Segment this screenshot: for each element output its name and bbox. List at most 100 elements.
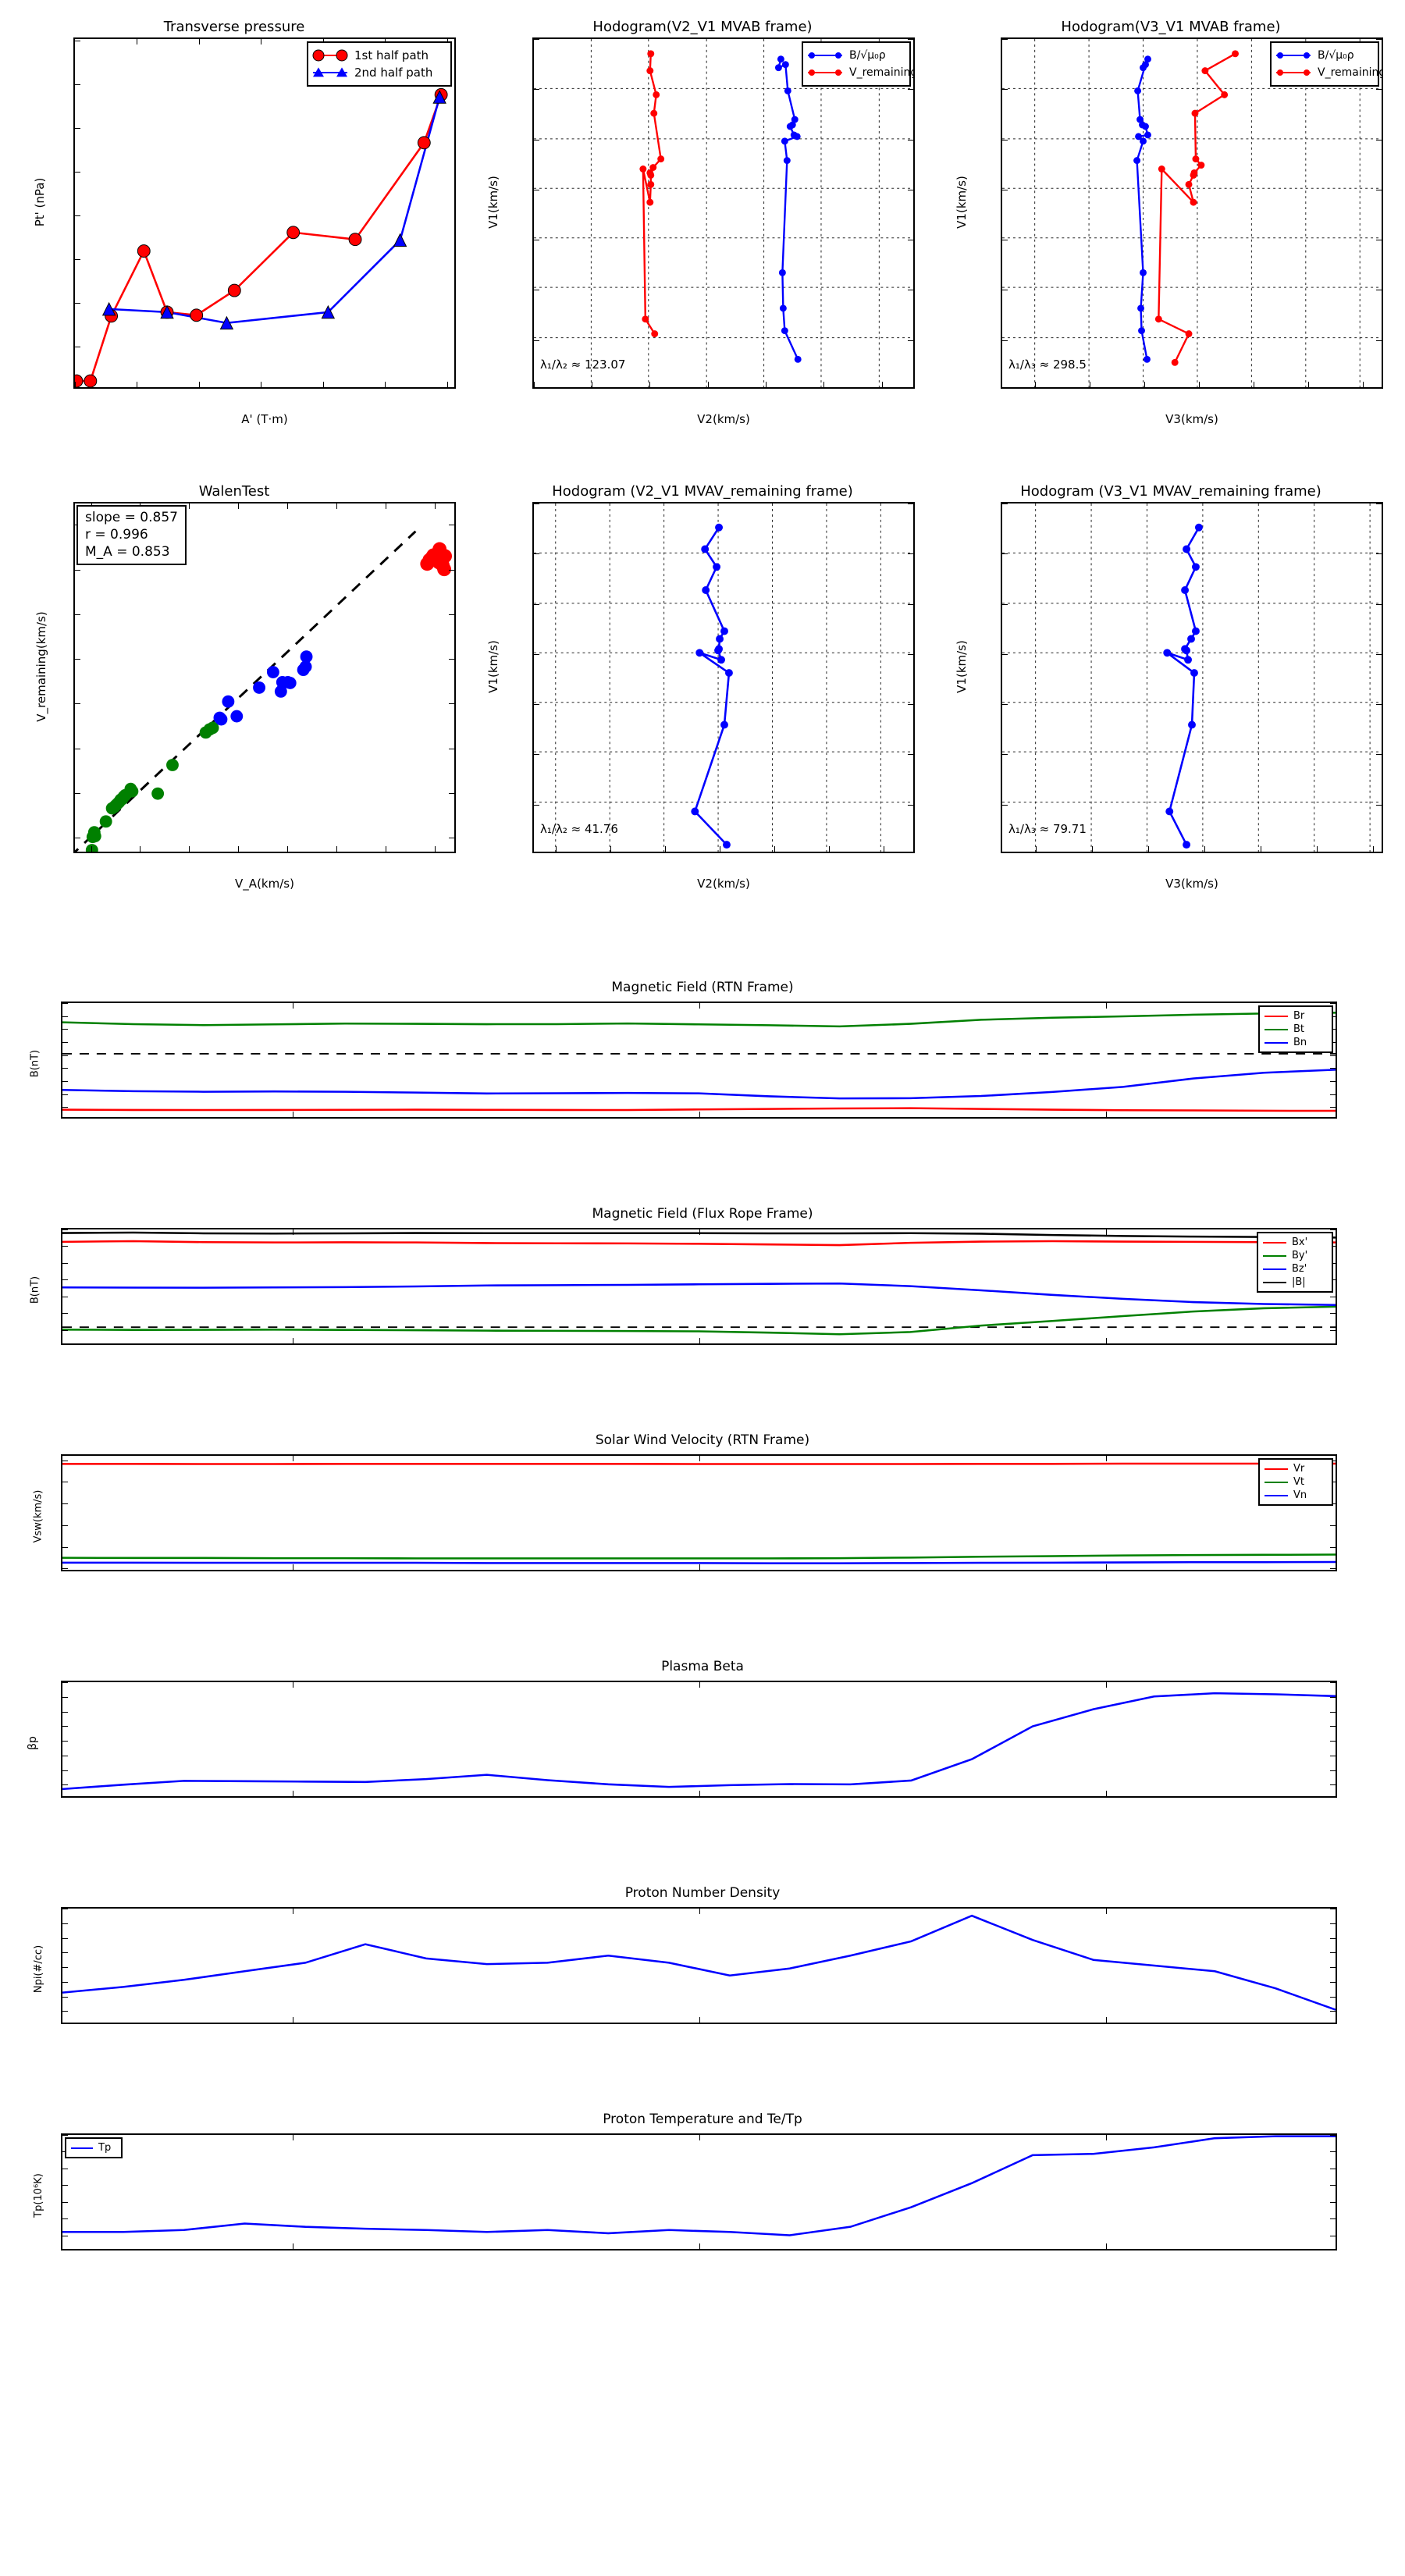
plot-area: 324 326 328 330 332 334 336 338 340 06/2… (61, 1907, 1337, 2024)
panel-title: Hodogram(V3_V1 MVAB frame) (1061, 19, 1281, 35)
legend-swatch-tp (71, 2144, 93, 2152)
legend-swatch-bt (1264, 1026, 1288, 1034)
panel-title: Proton Number Density (624, 1885, 781, 1901)
y-axis-label: V1(km/s) (486, 640, 500, 693)
panel-title: Solar Wind Velocity (RTN Frame) (595, 1432, 810, 1448)
legend-swatch-v-remaining (808, 67, 842, 78)
y-axis-label: V1(km/s) (486, 176, 500, 229)
scatter-green (85, 721, 219, 852)
series-layer (1002, 39, 1382, 387)
panel-hodogram-v2v1-mvav: Hodogram (V2_V1 MVAV_remaining frame) (468, 464, 937, 902)
legend-item: By' (1263, 1249, 1327, 1262)
legend[interactable]: Vr Vt Vn (1258, 1458, 1333, 1506)
legend-item: V_remaining (1276, 64, 1382, 81)
legend[interactable]: Br Bt Bn (1258, 1005, 1333, 1053)
legend-item: Bt (1264, 1023, 1327, 1036)
legend-label: Bt (1293, 1023, 1305, 1035)
panel-title: Plasma Beta (661, 1659, 744, 1674)
x-axis-label: A' (T·m) (241, 412, 288, 426)
y-axis-label: V_remaining(km/s) (34, 611, 48, 722)
panel-b-rtn: Magnetic Field (RTN Frame) -50 -40 -30 -… (0, 980, 1405, 1159)
legend-swatch-bn (1264, 1039, 1288, 1047)
panel-vsw: Solar Wind Velocity (RTN Frame) -100 0 1… (0, 1432, 1405, 1612)
y-axis-label: Npi(#/cc) (33, 1944, 44, 1994)
x-axis-label: V3(km/s) (1165, 412, 1218, 426)
legend-label: V_remaining (849, 66, 915, 79)
scatter-red (420, 542, 453, 577)
plot-area: -10 0 10 20 30 40 50 60 -10 0 10 20 30 4… (73, 502, 456, 853)
y-axis-label: Tp(10⁶K) (33, 2173, 44, 2218)
legend-label: Br (1293, 1010, 1305, 1022)
panel-b-fluxrope: Magnetic Field (Flux Rope Frame) -10 0 1… (0, 1206, 1405, 1386)
x-axis-label: V2(km/s) (697, 877, 750, 891)
legend[interactable]: 1st half path 2nd half path (307, 41, 452, 87)
panel-proton-temperature: Proton Temperature and Te/Tp 0.070 0.075… (0, 2112, 1405, 2299)
series-layer (534, 503, 913, 852)
legend[interactable]: Bx' By' Bz' |B| (1257, 1232, 1333, 1293)
plot-area: -50 -40 -30 -20 -10 0 10 20 30 40 06/25 … (61, 1002, 1337, 1119)
legend[interactable]: Tp (65, 2137, 123, 2158)
panel-hodogram-v3v1-mvab: Hodogram(V3_V1 MVAB frame) (937, 0, 1405, 437)
panel-title: Hodogram(V2_V1 MVAB frame) (592, 19, 813, 35)
plot-area: 0.375 0.378 0.381 0.384 0.387 0.390 0.39… (73, 37, 456, 389)
series-layer (62, 2135, 1336, 2236)
legend-label: Vn (1293, 1489, 1307, 1501)
legend-swatch-2nd-half (313, 67, 347, 78)
walen-stats-box: slope = 0.857 r = 0.996 M_A = 0.853 (76, 505, 187, 566)
panel-hodogram-v3v1-mvav: Hodogram (V3_V1 MVAV_remaining frame) (937, 464, 1405, 902)
y-axis-label: B(nT) (29, 1276, 41, 1304)
legend[interactable]: B/√μ₀ρ V_remaining (802, 41, 913, 87)
panel-walen-test: WalenTest (0, 464, 468, 902)
y-axis-label: V1(km/s) (955, 176, 969, 229)
panel-title: Magnetic Field (RTN Frame) (611, 980, 794, 995)
legend-item: Vn (1264, 1489, 1327, 1502)
legend-label: 1st half path (354, 48, 429, 62)
panel-hodogram-v2v1-mvab: Hodogram(V2_V1 MVAB frame) (468, 0, 937, 437)
plot-area: -5 0 5 10 15 20 25 30 5 10 15 20 25 30 3… (532, 502, 915, 853)
legend-item: B/√μ₀ρ (1276, 47, 1371, 64)
legend-item: Bx' (1263, 1236, 1327, 1249)
series-layer (75, 530, 453, 852)
y-axis-label: Pt' (nPa) (33, 177, 47, 227)
scatter-blue (213, 650, 313, 726)
panel-plasma-beta: Plasma Beta 0.24 0.26 0.28 0.30 0.32 0.3… (0, 1659, 1405, 1838)
panel-title: Hodogram (V2_V1 MVAV_remaining frame) (552, 483, 853, 500)
legend-swatch-vn (1264, 1492, 1288, 1500)
panel-title: Transverse pressure (163, 19, 305, 35)
legend-item: Bz' (1263, 1262, 1327, 1276)
legend-item: Vr (1264, 1462, 1327, 1475)
panel-title: Magnetic Field (Flux Rope Frame) (592, 1206, 813, 1222)
eigenvalue-ratio-annotation: λ₁/λ₂ ≈ 123.07 (540, 358, 626, 372)
legend-swatch-bmag (1263, 1279, 1286, 1286)
legend-item: Tp (71, 2141, 116, 2154)
legend-item: 2nd half path (313, 64, 444, 81)
series-layer (62, 1231, 1336, 1336)
y-axis-label: V1(km/s) (955, 640, 969, 693)
series-layer (62, 1462, 1336, 1564)
series-layer (62, 1692, 1336, 1791)
legend-swatch-1st-half (312, 49, 348, 62)
panel-title: Hodogram (V3_V1 MVAV_remaining frame) (1020, 483, 1321, 500)
plot-area: -100 0 100 200 300 400 06/25 11:49:38 06… (61, 1454, 1337, 1571)
plot-area: 0.070 0.075 0.080 0.085 0.090 0.095 0.10… (61, 2133, 1337, 2250)
x-axis-label: V3(km/s) (1165, 877, 1218, 891)
legend-item: B/√μ₀ρ (808, 47, 903, 64)
legend-label: Vr (1293, 1463, 1305, 1475)
legend-label: 2nd half path (354, 65, 433, 80)
legend-swatch-by (1263, 1252, 1286, 1260)
panel-title: WalenTest (198, 483, 270, 500)
legend[interactable]: B/√μ₀ρ V_remaining (1270, 41, 1382, 87)
stat-r: r = 0.996 (85, 526, 148, 543)
legend-swatch-bx (1263, 1239, 1286, 1247)
eigenvalue-ratio-annotation: λ₁/λ₃ ≈ 298.5 (1008, 358, 1087, 372)
legend-label: B/√μ₀ρ (1318, 49, 1354, 62)
legend-swatch-bz (1263, 1265, 1286, 1273)
plot-area: -10 -5 0 5 10 15 20 25 35 40 45 50 55 60… (532, 37, 915, 389)
legend-label: Bx' (1292, 1236, 1308, 1248)
legend-item: 1st half path (312, 47, 444, 64)
panel-title: Proton Temperature and Te/Tp (603, 2112, 802, 2127)
panel-proton-density: Proton Number Density 324 326 328 330 33… (0, 1885, 1405, 2065)
legend-label: Bn (1293, 1037, 1307, 1048)
legend-item: Br (1264, 1009, 1327, 1023)
legend-swatch-br (1264, 1012, 1288, 1020)
